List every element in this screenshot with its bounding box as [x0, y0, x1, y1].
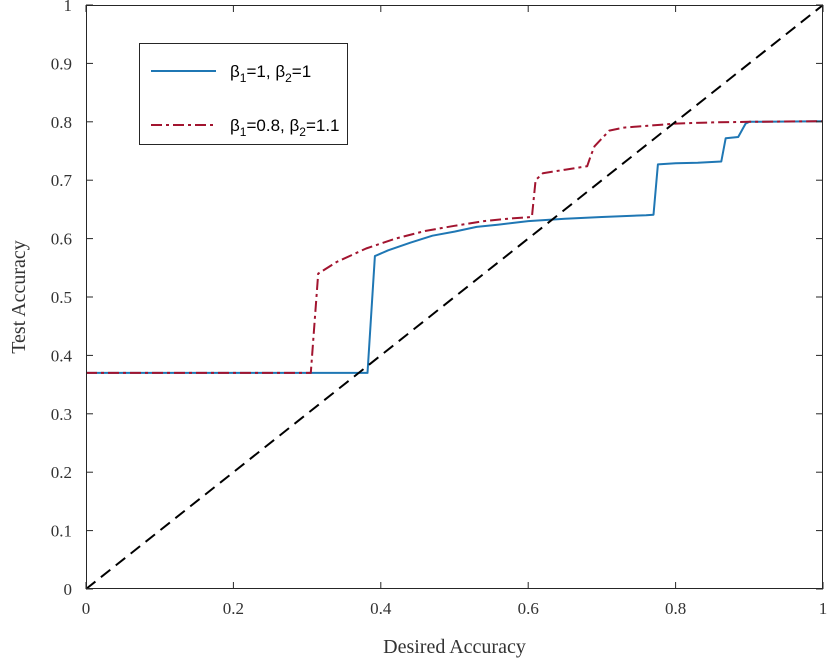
x-tick-label: 0.2	[223, 599, 244, 618]
y-axis-title: Test Accuracy	[8, 240, 30, 354]
series-line-2	[86, 120, 824, 374]
x-tick-label: 0.8	[665, 599, 686, 618]
y-tick-label: 0.5	[51, 288, 72, 307]
x-tick-label: 1	[819, 599, 828, 618]
x-tick-label: 0.4	[370, 599, 392, 618]
y-tick-label: 0.6	[51, 230, 72, 249]
y-tick-label: 0.9	[51, 54, 72, 73]
reference-diagonal-line	[85, 4, 824, 590]
y-tick-label: 0.3	[51, 405, 72, 424]
series-layer	[85, 4, 824, 590]
y-tick-label: 1	[64, 0, 73, 15]
y-tick-label: 0	[64, 580, 73, 599]
x-tick-label: 0	[82, 599, 91, 618]
x-axis-title: Desired Accuracy	[383, 636, 526, 658]
x-tick-label: 0.6	[518, 599, 539, 618]
legend-label-series-2: β1=0.8, β2=1.1	[230, 116, 340, 139]
legend-box	[139, 43, 348, 145]
series-line-1	[86, 120, 824, 374]
y-tick-label: 0.1	[51, 522, 72, 541]
y-tick-label: 0.4	[51, 346, 73, 365]
y-tick-label: 0.2	[51, 463, 72, 482]
legend-label-series-1: β1=1, β2=1	[230, 62, 311, 85]
y-tick-label: 0.8	[51, 113, 72, 132]
ticks-layer	[85, 4, 824, 590]
tick-labels-layer: 0 0.2 0.4 0.6 0.8 1 0 0.1 0.2 0.3 0.4 0.5 0.6 0.7 0.8 0…	[51, 0, 828, 618]
y-tick-label: 0.7	[51, 171, 73, 190]
legend: β1=1, β2=1 β1=0.8, β2=1.1	[139, 43, 348, 145]
